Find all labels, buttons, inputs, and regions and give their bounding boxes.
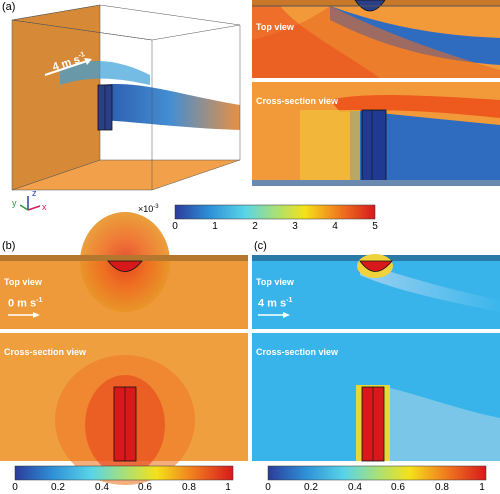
axis-y-label: y bbox=[12, 198, 17, 208]
flow-arrow-a bbox=[44, 59, 91, 76]
panel-c-label: (c) bbox=[254, 240, 267, 252]
colorbar-b-tick: 0.4 bbox=[95, 482, 109, 493]
colorbar-b-tick: 1 bbox=[225, 482, 231, 493]
colorbar-c-tick: 0.6 bbox=[391, 482, 405, 493]
colorbar-a-tick: 2 bbox=[252, 221, 258, 232]
colorbar-c bbox=[267, 465, 487, 481]
top-view-label-c: Top view bbox=[256, 277, 294, 287]
colorbar-b-tick: 0.6 bbox=[138, 482, 152, 493]
panel-b-label: (b) bbox=[2, 240, 16, 252]
colorbar-a bbox=[174, 204, 376, 220]
axis-z-label: z bbox=[32, 188, 37, 198]
colorbar-b-tick: 0.2 bbox=[51, 482, 65, 493]
axis-triad bbox=[19, 196, 41, 211]
obstacle-cross-a bbox=[361, 109, 387, 183]
colorbar-a-tick: 5 bbox=[372, 221, 378, 232]
panel-a-3d-view bbox=[11, 4, 241, 191]
colorbar-c-tick: 0 bbox=[265, 482, 271, 493]
colorbar-c-tick: 0.4 bbox=[348, 482, 362, 493]
obstacle-top-b bbox=[107, 260, 143, 272]
speed-label-b: 0 m s-1 bbox=[8, 297, 43, 310]
panel-b-top-view bbox=[0, 212, 248, 332]
top-view-label-a: Top view bbox=[256, 22, 294, 32]
panel-a-top-view bbox=[252, 0, 500, 81]
panel-a-label: (a) bbox=[2, 1, 16, 13]
colorbar-b bbox=[14, 465, 234, 481]
colorbar-a-tick: 4 bbox=[332, 221, 338, 232]
colorbar-c-tick: 1 bbox=[479, 482, 485, 493]
colorbar-c-tick: 0.2 bbox=[304, 482, 318, 493]
panel-a-cross-section bbox=[252, 82, 500, 186]
colorbar-a-multiplier: ×10-3 bbox=[138, 204, 159, 214]
obstacle-top-c bbox=[359, 260, 393, 272]
cross-section-label-a: Cross-section view bbox=[256, 96, 339, 106]
panel-c-cross-section bbox=[252, 333, 500, 462]
top-view-label-b: Top view bbox=[4, 277, 42, 287]
back-wall-plane bbox=[11, 4, 101, 191]
cross-section-label-b: Cross-section view bbox=[4, 347, 87, 357]
colorbar-c-tick: 0.8 bbox=[435, 482, 449, 493]
colorbar-b-tick: 0.8 bbox=[182, 482, 196, 493]
wake-field bbox=[100, 84, 240, 130]
cross-section-label-c: Cross-section view bbox=[256, 347, 339, 357]
speed-label-c: 4 m s-1 bbox=[258, 297, 293, 310]
panel-c-top-view bbox=[252, 254, 500, 332]
colorbar-a-tick: 1 bbox=[212, 221, 218, 232]
panel-b-cross-section bbox=[0, 333, 248, 485]
colorbar-a-tick: 0 bbox=[172, 221, 178, 232]
colorbar-b-tick: 0 bbox=[12, 482, 18, 493]
axis-x-label: x bbox=[42, 202, 47, 212]
colorbar-a-tick: 3 bbox=[292, 221, 298, 232]
